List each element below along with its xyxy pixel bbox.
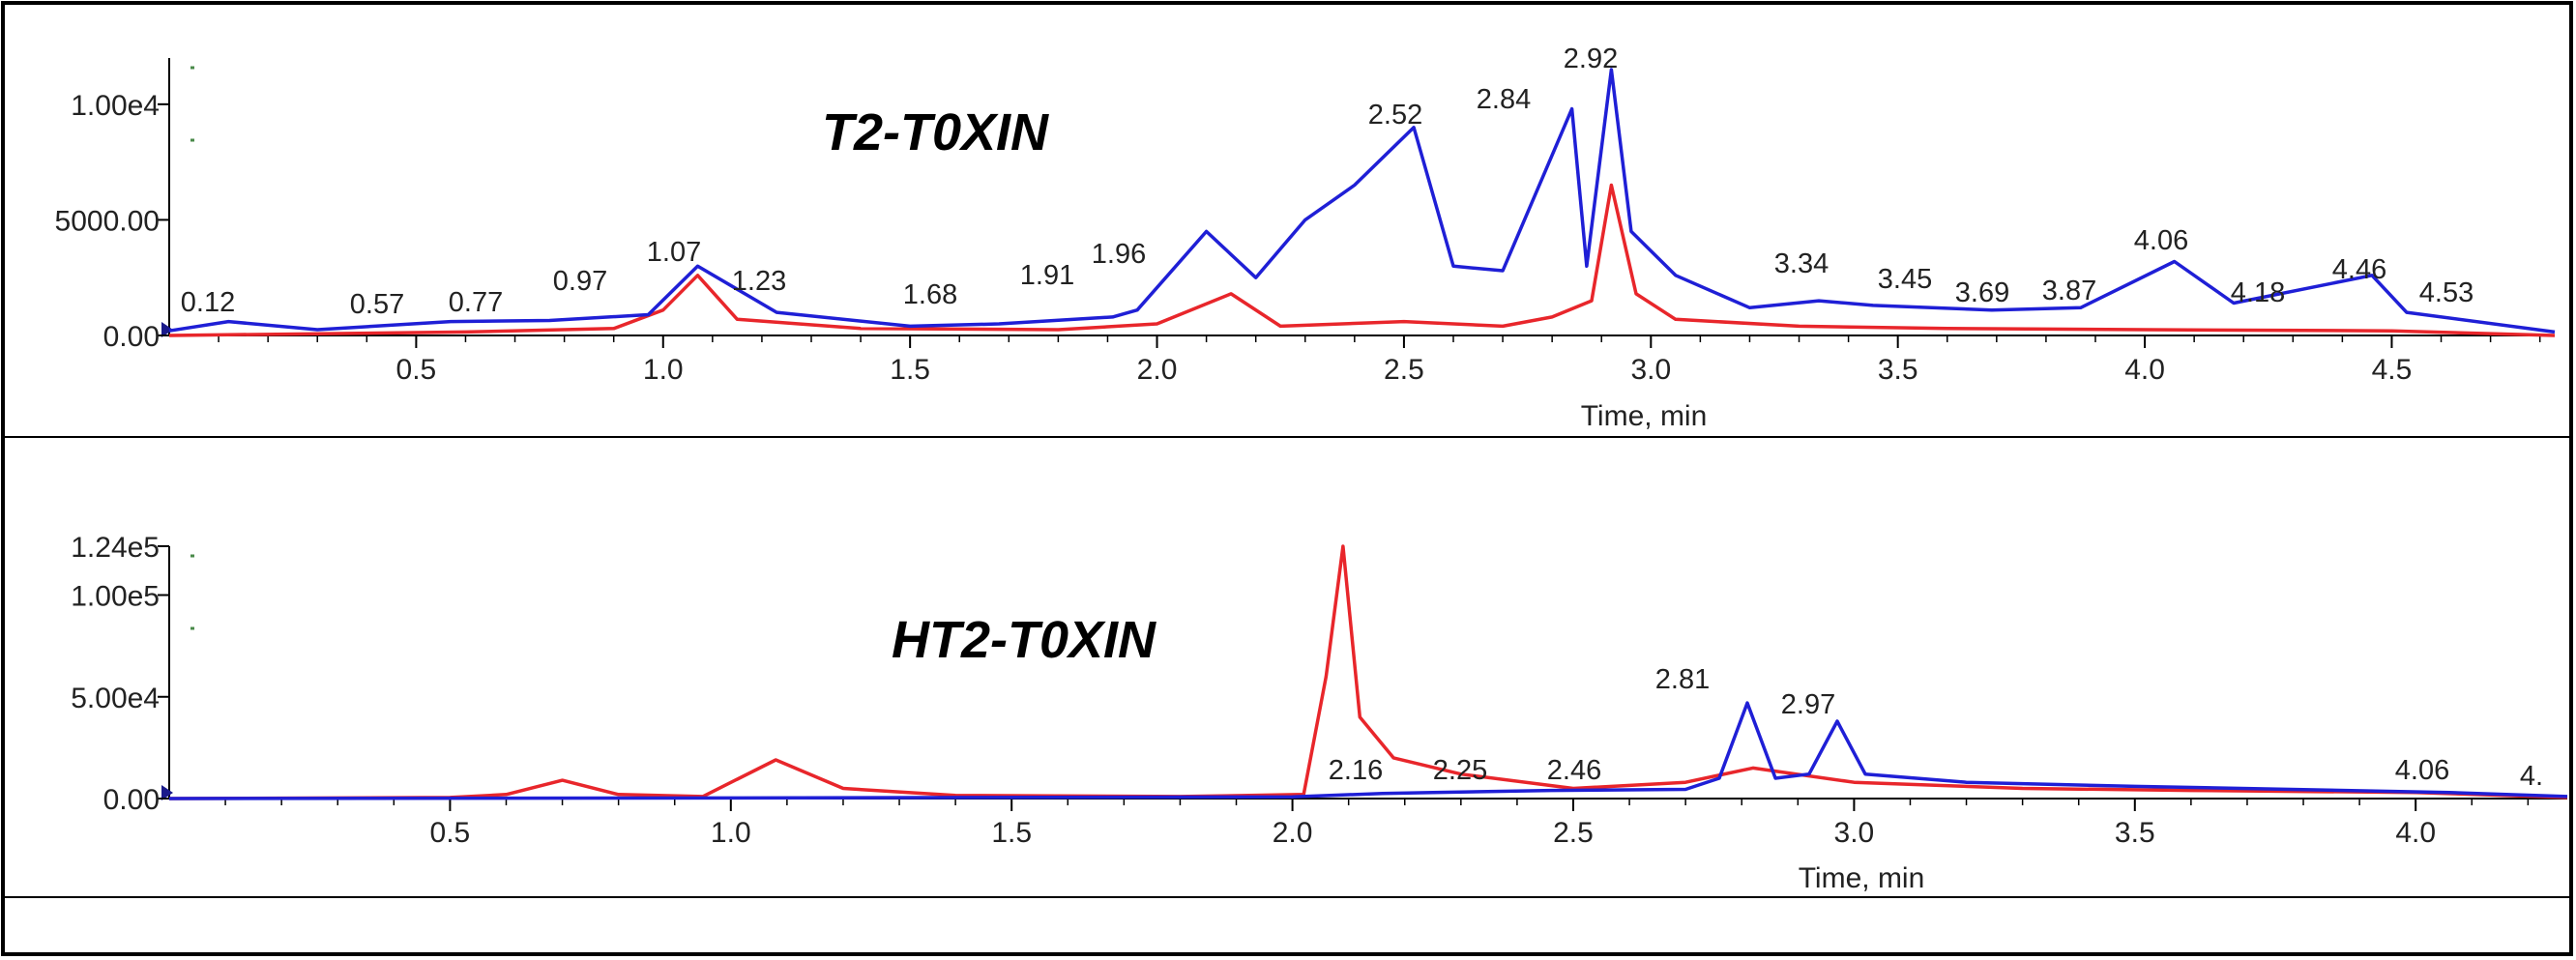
t2-toxin-x-axis-title: Time, min	[1581, 400, 1708, 432]
ht2-x-tick-label: 2.5	[1553, 817, 1594, 849]
ht2-x-tick-label: 3.0	[1834, 817, 1875, 849]
ht2-toxin-series	[168, 544, 2568, 800]
ht2-peak-label: 2.16	[1329, 755, 1383, 786]
t2-peak-label: 1.91	[1020, 260, 1074, 291]
t2-peak-label: 4.46	[2332, 254, 2386, 285]
t2-x-tick-label: 1.0	[643, 354, 684, 386]
t2-x-tick-label: 0.5	[396, 354, 437, 386]
ht2-peak-label: 4.06	[2395, 755, 2449, 786]
ht2-blue-series-line	[168, 701, 2568, 800]
t2-peak-label: 2.52	[1368, 100, 1422, 131]
t2-peak-label: 0.77	[449, 287, 503, 318]
ht2-toxin-chart: 0.5 1.0 1.5 2.0 2.5 3.0 3.5 4.0 0.00 5.00e4 1.00e5…	[71, 532, 2568, 894]
t2-peak-label: 0.12	[181, 287, 235, 318]
ht2-y-tick-label: 5.00e4	[71, 683, 160, 714]
ht2-peak-label: 2.46	[1547, 755, 1601, 786]
t2-x-tick-label: 1.5	[890, 354, 930, 386]
t2-peak-label: 3.87	[2042, 276, 2096, 306]
ht2-x-tick-label: 4.0	[2395, 817, 2436, 849]
t2-x-tick-label: 3.0	[1630, 354, 1671, 386]
t2-peak-label: 2.92	[1564, 44, 1618, 74]
ht2-peak-label: 2.97	[1781, 689, 1835, 720]
ht2-x-tick-label: 3.5	[2115, 817, 2155, 849]
t2-peak-label: 4.06	[2134, 225, 2188, 256]
ht2-peak-label: 4.	[2520, 761, 2543, 792]
t2-peak-label: 1.68	[903, 279, 957, 310]
ht2-toxin-axes: 0.5 1.0 1.5 2.0 2.5 3.0 3.5 4.0 0.00 5.00e4 1.00e5…	[71, 532, 2567, 849]
ht2-peak-label: 2.81	[1655, 664, 1710, 695]
ht2-toxin-peak-labels: 2.16 2.25 2.46 2.81 2.97 4.06 4.	[1329, 664, 2543, 792]
t2-toxin-axes: 0.5 1.0 1.5 2.0 2.5 3.0 3.5 4.0 4.5 0.00 5000.00 1.…	[55, 58, 2555, 386]
t2-peak-label: 1.23	[732, 266, 786, 297]
t2-peak-label: 0.57	[350, 289, 404, 320]
t2-toxin-series	[168, 68, 2556, 337]
ht2-y-tick-label: 1.24e5	[71, 532, 160, 564]
t2-toxin-peak-labels: 0.12 0.57 0.77 0.97 1.07 1.23 1.68 1.91 1.96 2.52…	[181, 44, 2474, 320]
ht2-x-tick-label: 2.0	[1273, 817, 1313, 849]
ht2-y-tick-label: 0.00	[103, 784, 160, 816]
t2-y-tick-label: 5000.00	[55, 205, 160, 237]
t2-peak-label: 3.69	[1955, 277, 2009, 308]
t2-x-tick-label: 4.5	[2372, 354, 2413, 386]
ht2-toxin-title: HT2-T0XIN	[892, 611, 1156, 669]
t2-peak-label: 0.97	[553, 266, 607, 297]
ht2-axis-marker-icon	[161, 785, 173, 800]
t2-x-tick-label: 2.0	[1137, 354, 1178, 386]
t2-peak-label: 2.84	[1477, 84, 1531, 115]
t2-y-tick-label: 1.00e4	[71, 90, 160, 122]
t2-x-tick-label: 3.5	[1878, 354, 1918, 386]
t2-toxin-title: T2-T0XIN	[822, 103, 1049, 161]
t2-peak-label: 4.53	[2419, 277, 2474, 308]
t2-toxin-chart: 0.5 1.0 1.5 2.0 2.5 3.0 3.5 4.0 4.5 0.00 5000.00 1.…	[55, 44, 2556, 432]
t2-peak-label: 1.96	[1092, 239, 1146, 270]
t2-blue-series-line	[168, 68, 2556, 335]
t2-peak-label: 3.34	[1774, 248, 1829, 279]
t2-x-tick-label: 4.0	[2124, 354, 2165, 386]
ht2-toxin-x-axis-title: Time, min	[1799, 862, 1925, 894]
t2-red-series-line	[168, 183, 2556, 337]
t2-y-tick-label: 0.00	[103, 321, 160, 353]
ht2-red-series-line	[168, 544, 2568, 800]
ht2-x-tick-label: 1.0	[711, 817, 751, 849]
t2-peak-label: 4.18	[2231, 277, 2285, 308]
ht2-x-tick-label: 1.5	[991, 817, 1032, 849]
t2-peak-label: 3.45	[1878, 264, 1932, 295]
t2-axis-marker-icon	[161, 322, 173, 337]
t2-x-tick-label: 2.5	[1384, 354, 1424, 386]
ht2-x-tick-label: 0.5	[430, 817, 471, 849]
t2-peak-label: 1.07	[647, 237, 701, 268]
ht2-peak-label: 2.25	[1433, 755, 1487, 786]
ht2-y-tick-label: 1.00e5	[71, 581, 160, 613]
